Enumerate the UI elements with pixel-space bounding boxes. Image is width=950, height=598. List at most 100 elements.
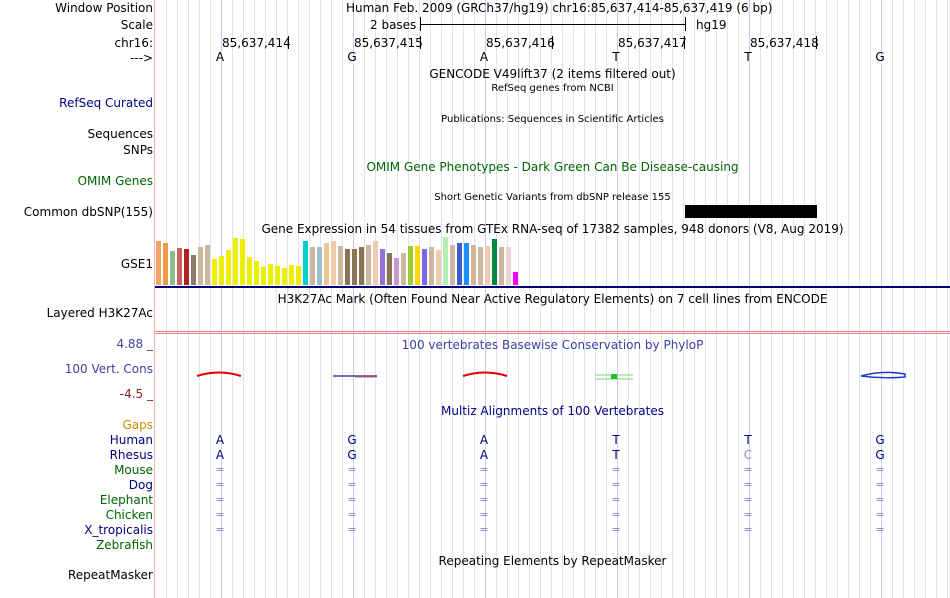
position-tick-label: 85,637,416 (486, 36, 555, 50)
gtex-tissue-bar[interactable] (450, 245, 455, 285)
gtex-tissue-bar[interactable] (471, 245, 476, 285)
gtex-tissue-bar[interactable] (422, 249, 427, 285)
gtex-tissue-bar[interactable] (436, 250, 441, 285)
scale-bar-left-end (420, 17, 421, 31)
gtex-tissue-bar[interactable] (506, 247, 511, 285)
multiz-track-title[interactable]: Multiz Alignments of 100 Vertebrates (440, 404, 665, 418)
gtex-tissue-bar[interactable] (478, 247, 483, 285)
gtex-tissue-bar[interactable] (177, 248, 182, 285)
omim-track-label[interactable]: OMIM Genes (77, 174, 153, 188)
gtex-tissue-bar[interactable] (212, 259, 217, 285)
gtex-tissue-bar[interactable] (408, 246, 413, 285)
gtex-tissue-bar[interactable] (366, 245, 371, 285)
base-letter: T (744, 50, 752, 64)
gtex-tissue-bar[interactable] (324, 243, 329, 285)
sequences-track-label[interactable]: Sequences (87, 127, 153, 141)
gtex-tissue-bar[interactable] (415, 246, 420, 285)
species-label-elephant[interactable]: Elephant (99, 493, 153, 507)
grid-line (177, 0, 178, 598)
gtex-tissue-bar[interactable] (233, 238, 238, 285)
gtex-tissue-bar[interactable] (261, 267, 266, 285)
gtex-tissue-bar[interactable] (499, 247, 504, 285)
grid-line (419, 0, 420, 598)
gtex-track-label[interactable]: GSE1 (120, 257, 153, 271)
window-position-value[interactable]: Human Feb. 2009 (GRCh37/hg19) chr16:85,6… (346, 1, 773, 15)
dbsnp-track-label[interactable]: Common dbSNP(155) (23, 205, 153, 219)
gtex-tissue-bar[interactable] (338, 246, 343, 285)
gtex-tissue-bar[interactable] (156, 241, 161, 285)
grid-line (254, 0, 255, 598)
gtex-tissue-bar[interactable] (198, 247, 203, 285)
gtex-bar-chart[interactable] (156, 237, 536, 285)
gencode-track-title[interactable]: GENCODE V49lift37 (2 items filtered out) (429, 67, 676, 81)
species-label-zebrafish[interactable]: Zebrafish (96, 538, 153, 552)
gtex-tissue-bar[interactable] (310, 247, 315, 285)
gtex-tissue-bar[interactable] (163, 243, 168, 285)
gtex-tissue-bar[interactable] (429, 247, 434, 285)
gtex-tissue-bar[interactable] (289, 265, 294, 285)
gtex-tissue-bar[interactable] (492, 239, 497, 285)
alignment-base: G (875, 448, 885, 462)
dbsnp-variant-feature[interactable] (685, 205, 817, 218)
gtex-tissue-bar[interactable] (191, 255, 196, 285)
gtex-tissue-bar[interactable] (184, 249, 189, 285)
gtex-tissue-bar[interactable] (170, 251, 175, 285)
refseq-track-label[interactable]: RefSeq Curated (59, 96, 153, 110)
gtex-tissue-bar[interactable] (380, 249, 385, 285)
gtex-tissue-bar[interactable] (394, 258, 399, 285)
gtex-tissue-bar[interactable] (345, 249, 350, 285)
alignment-base: = (743, 493, 753, 506)
gtex-tissue-bar[interactable] (254, 261, 259, 285)
gtex-tissue-bar[interactable] (401, 253, 406, 285)
gtex-tissue-bar[interactable] (226, 250, 231, 285)
gtex-tissue-bar[interactable] (443, 237, 448, 285)
species-label-x-tropicalis[interactable]: X_tropicalis (84, 523, 153, 537)
gtex-tissue-bar[interactable] (317, 247, 322, 285)
gtex-tissue-bar[interactable] (219, 256, 224, 285)
grid-line (210, 0, 211, 598)
gtex-tissue-bar[interactable] (268, 264, 273, 285)
gtex-tissue-bar[interactable] (373, 241, 378, 285)
species-label-mouse[interactable]: Mouse (114, 463, 153, 477)
snps-track-label[interactable]: SNPs (123, 143, 153, 157)
grid-line (386, 0, 387, 598)
gtex-tissue-bar[interactable] (282, 268, 287, 285)
gaps-label[interactable]: Gaps (122, 418, 153, 432)
repeatmasker-track-title[interactable]: Repeating Elements by RepeatMasker (438, 554, 667, 568)
gtex-tissue-bar[interactable] (387, 253, 392, 285)
gtex-tissue-bar[interactable] (485, 246, 490, 285)
repeatmasker-track-label[interactable]: RepeatMasker (67, 568, 153, 582)
gtex-tissue-bar[interactable] (240, 239, 245, 285)
gtex-tissue-bar[interactable] (359, 247, 364, 285)
gtex-tissue-bar[interactable] (331, 241, 336, 285)
grid-line (628, 0, 629, 598)
gtex-tissue-bar[interactable] (457, 243, 462, 285)
grid-line (892, 0, 893, 598)
h3k27ac-track-title[interactable]: H3K27Ac Mark (Often Found Near Active Re… (277, 292, 828, 306)
gtex-tissue-bar[interactable] (247, 257, 252, 285)
refseq-track-title[interactable]: RefSeq genes from NCBI (491, 83, 614, 94)
species-label-chicken[interactable]: Chicken (105, 508, 153, 522)
species-label-human[interactable]: Human (109, 433, 153, 447)
species-label-dog[interactable]: Dog (128, 478, 153, 492)
gtex-tissue-bar[interactable] (352, 249, 357, 285)
dbsnp-track-title[interactable]: Short Genetic Variants from dbSNP releas… (434, 192, 671, 203)
base-letter: G (347, 50, 357, 64)
gtex-tissue-bar[interactable] (464, 243, 469, 285)
gtex-track-title[interactable]: Gene Expression in 54 tissues from GTEx … (261, 222, 844, 236)
gtex-tissue-bar[interactable] (303, 241, 308, 285)
omim-track-title[interactable]: OMIM Gene Phenotypes - Dark Green Can Be… (366, 160, 739, 174)
cons-track-title[interactable]: 100 vertebrates Basewise Conservation by… (401, 338, 704, 352)
publications-track-title[interactable]: Publications: Sequences in Scientific Ar… (441, 114, 664, 125)
gtex-tissue-bar[interactable] (513, 272, 518, 285)
alignment-base: = (611, 523, 621, 536)
gtex-tissue-bar[interactable] (296, 266, 301, 285)
gtex-tissue-bar[interactable] (275, 266, 280, 285)
cons-track-label[interactable]: 100 Vert. Cons (64, 362, 153, 376)
cons-signal-plot[interactable] (155, 366, 950, 386)
h3k27ac-track-label[interactable]: Layered H3K27Ac (46, 306, 153, 320)
gtex-tissue-bar[interactable] (205, 245, 210, 285)
species-label-rhesus[interactable]: Rhesus (109, 448, 153, 462)
grid-line (408, 0, 409, 598)
grid-line (650, 0, 651, 598)
